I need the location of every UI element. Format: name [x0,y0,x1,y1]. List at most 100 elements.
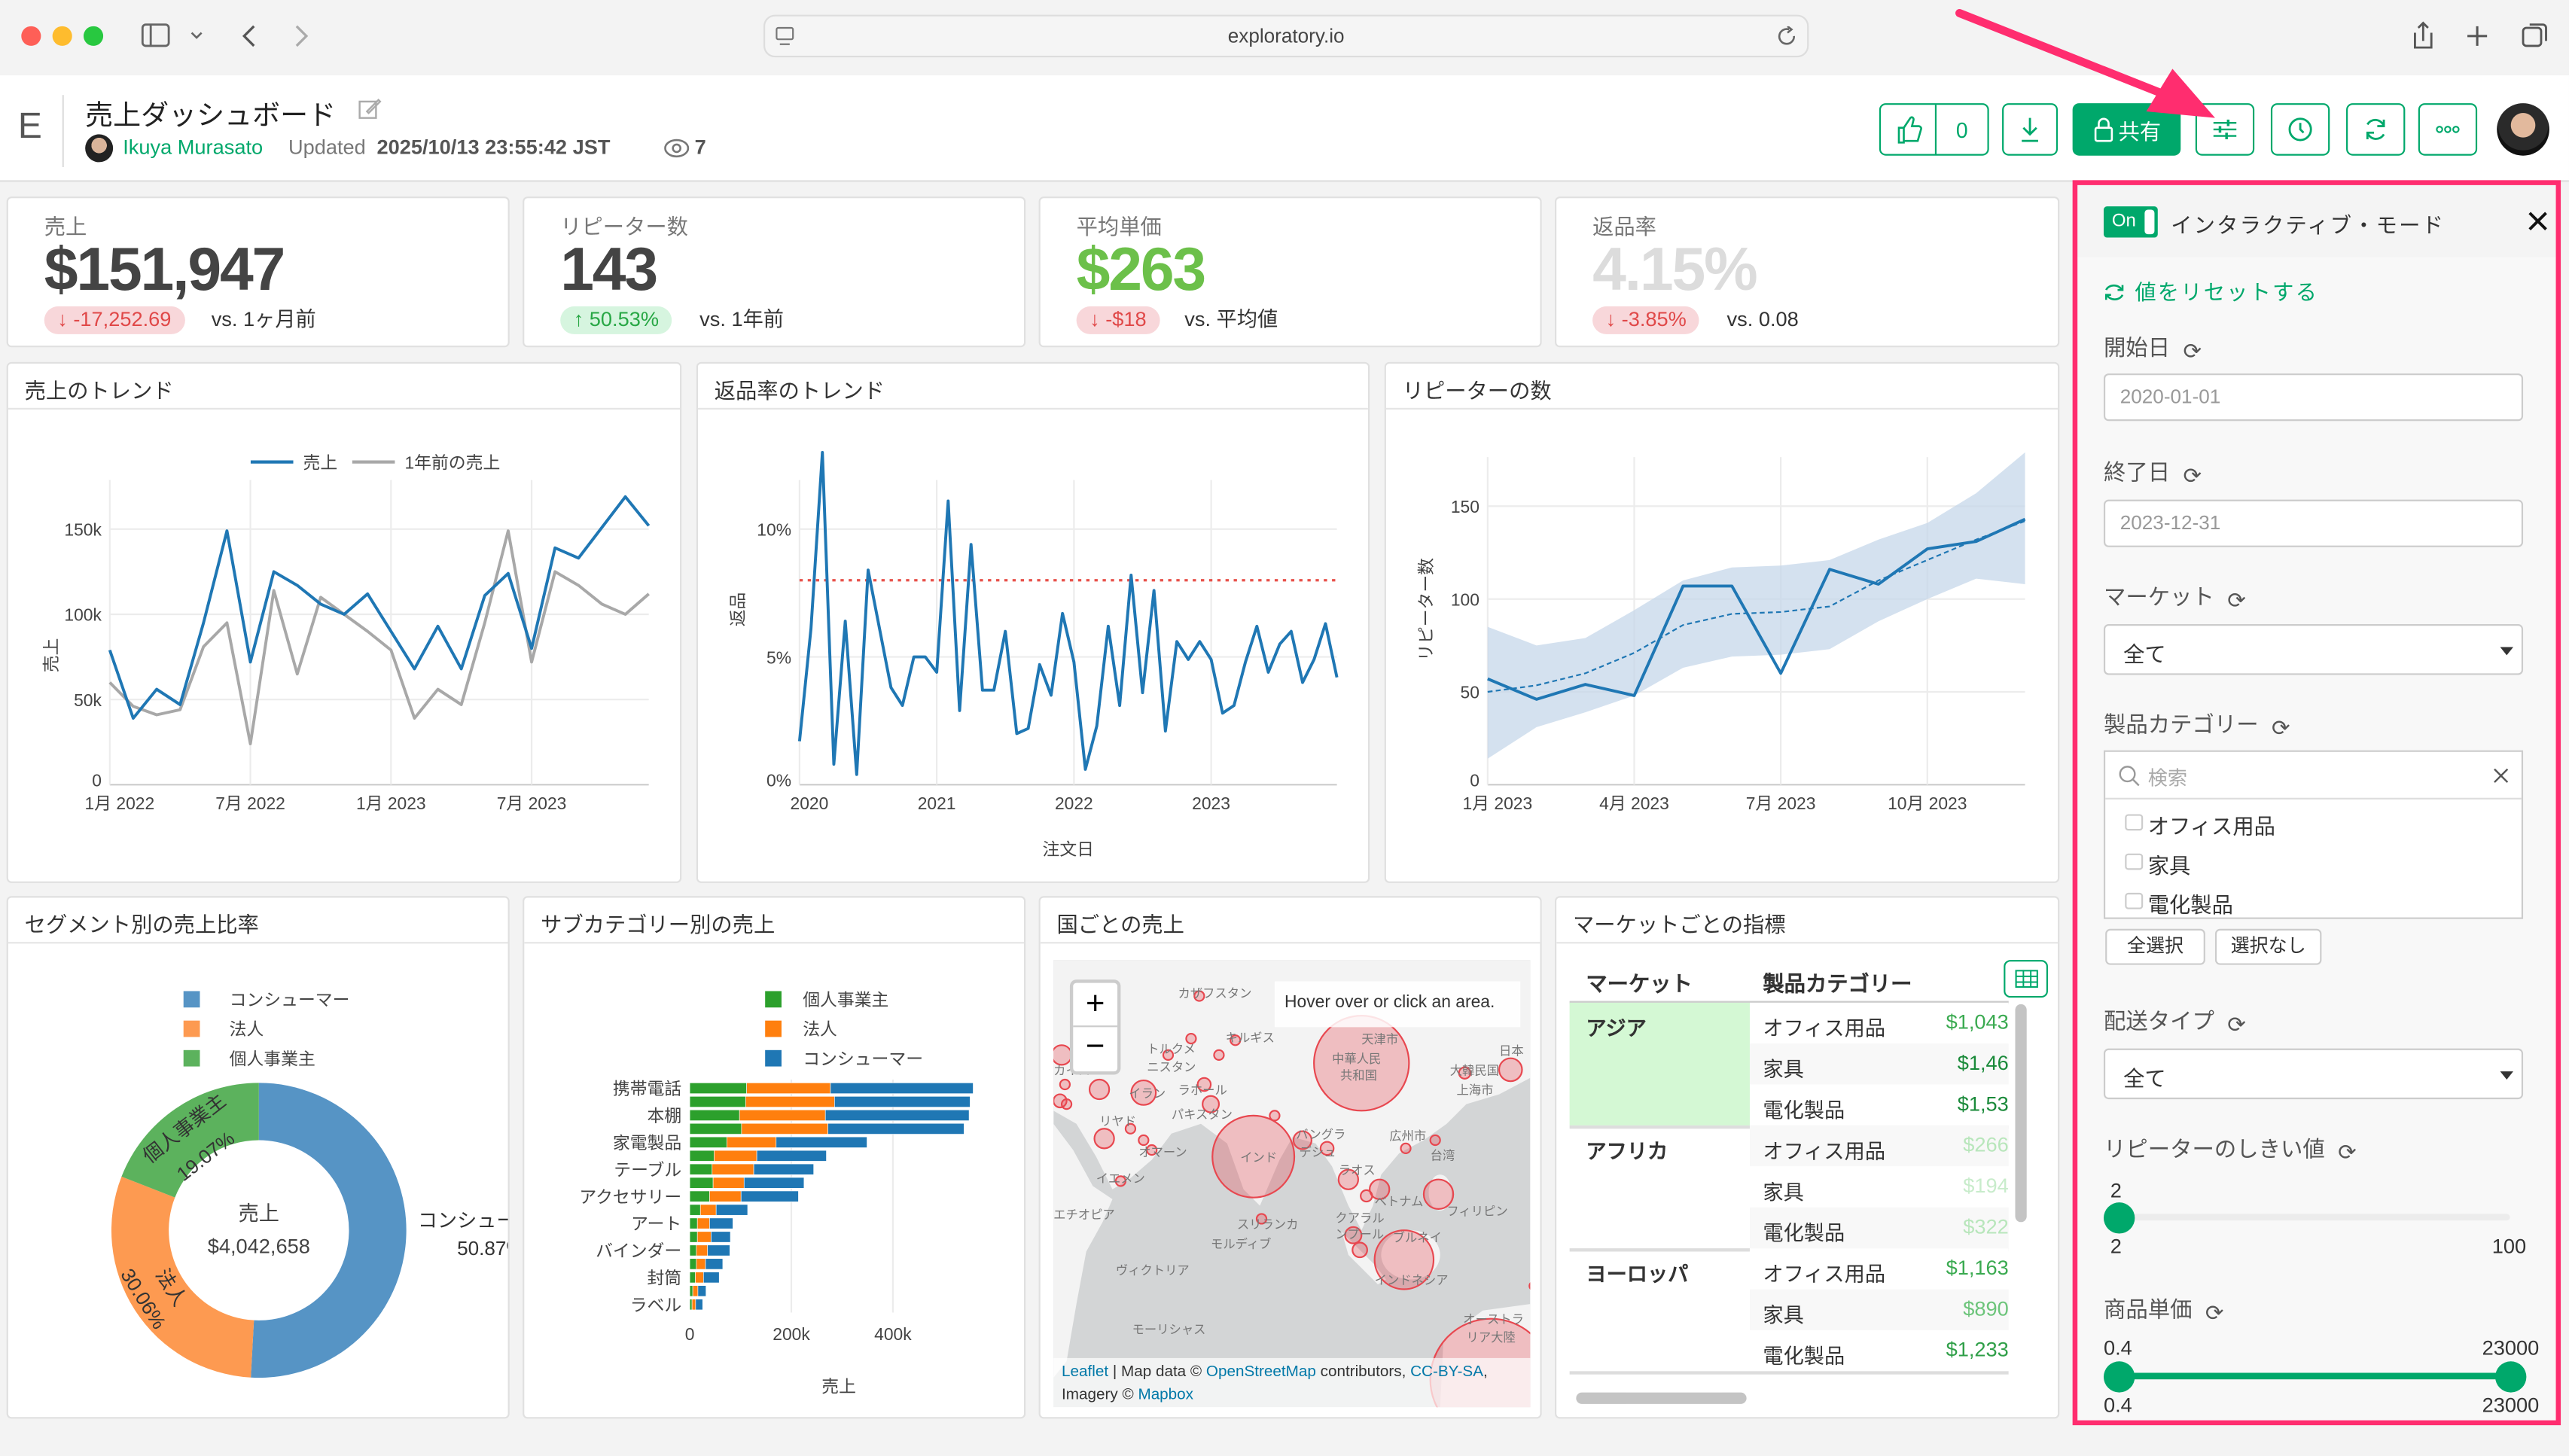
land-philippines [1428,1174,1452,1211]
maximize-window-button[interactable] [83,26,104,46]
price-slider-high-handle[interactable] [2495,1361,2527,1393]
table-row[interactable]: オフィス用品 $1,043 [1749,1002,2009,1044]
share-icon[interactable] [2410,21,2436,50]
clear-icon[interactable] [2494,768,2509,784]
history-button[interactable] [2270,103,2330,156]
bar-segment [699,1204,717,1216]
reset-icon[interactable]: ⟳ [2272,715,2290,741]
back-icon[interactable] [239,23,259,49]
reset-icon[interactable]: ⟳ [2338,1140,2357,1165]
checkbox-furniture[interactable] [2125,853,2144,870]
market-select[interactable]: 全て [2103,624,2524,675]
table-row[interactable]: 家具 $890 [1749,1289,2009,1330]
category-search-input[interactable]: 検索 [2105,752,2522,800]
interactive-mode-button[interactable] [2195,103,2255,156]
share-button[interactable]: 共有 [2072,103,2181,156]
table-row[interactable]: 電化製品 $1,53 [1749,1084,2009,1126]
zoom-in-button[interactable]: + [1073,983,1118,1028]
table-row[interactable]: 家具 $194 [1749,1166,2009,1208]
reset-icon[interactable]: ⟳ [2227,1012,2246,1037]
data-point [1059,609,1067,617]
new-tab-icon[interactable] [2466,25,2488,47]
y-tick-label: アクセサリー [579,1187,681,1207]
category-option[interactable]: 電化製品 [2147,892,2233,918]
table-view-button[interactable] [2004,960,2049,998]
category-cell: 電化製品 [1763,1345,1845,1368]
vertical-scrollbar[interactable] [2015,1004,2027,1223]
market-cell[interactable]: アジア [1586,1017,1647,1040]
reset-icon[interactable]: ⟳ [2183,339,2202,364]
table-row[interactable]: 電化製品 $322 [1749,1207,2009,1249]
close-icon[interactable] [2528,212,2548,231]
interactive-mode-toggle[interactable]: On [2103,206,2158,238]
category-option[interactable]: オフィス用品 [2147,814,2275,839]
bar-segment [695,1299,703,1311]
reset-values-link[interactable]: 値をリセットする [2104,276,2318,306]
ship-type-select[interactable]: 全て [2103,1048,2524,1100]
confidence-band [1487,452,2025,759]
category-cell: 家具 [1763,1058,1804,1082]
like-button[interactable]: 0 [1879,103,1989,156]
table-row[interactable]: オフィス用品 $1,163 [1749,1248,2009,1290]
data-point [1081,765,1089,773]
table-row[interactable]: 家具 $1,46 [1749,1043,2009,1085]
reset-icon[interactable]: ⟳ [2205,1300,2224,1326]
zoom-out-button[interactable]: − [1085,1028,1105,1065]
app-logo[interactable]: E [17,105,42,146]
reload-icon[interactable] [1778,26,1797,47]
checkbox-office[interactable] [2125,814,2144,831]
price-slider-low-handle[interactable] [2103,1361,2135,1393]
more-button[interactable] [2418,103,2478,156]
column-header-category[interactable]: 製品カテゴリー [1763,971,1912,997]
download-button[interactable] [2002,103,2059,156]
reset-icon[interactable]: ⟳ [2183,463,2202,489]
market-cell[interactable]: ヨーロッパ [1586,1263,1689,1287]
lock-icon [2094,117,2113,142]
license-link[interactable]: CC-BY-SA [1410,1363,1484,1381]
market-cell[interactable]: アフリカ [1586,1140,1668,1163]
user-avatar[interactable] [2497,103,2549,156]
card-title: 売上のトレンド [8,364,681,410]
country-bubble [1422,1178,1455,1210]
map-place-label: モルディブ [1211,1237,1271,1251]
refresh-button[interactable] [2346,103,2406,156]
osm-link[interactable]: OpenStreetMap [1205,1363,1316,1381]
horizontal-scrollbar[interactable] [1576,1392,1747,1404]
forward-icon[interactable] [291,23,311,49]
reset-icon[interactable]: ⟳ [2227,588,2246,613]
bar-segment [697,1285,707,1297]
edit-icon[interactable] [357,96,382,121]
column-header-market[interactable]: マーケット [1586,971,1693,997]
table-row[interactable]: オフィス用品 $266 [1749,1125,2009,1167]
select-all-button[interactable]: 全選択 [2105,928,2205,965]
price-slider-range[interactable] [2118,1372,2512,1380]
segment-donut-chart[interactable]: コンシューマー法人個人事業主コンシューマー50.87%法人30.06%個人事業主… [8,897,510,1418]
select-none-button[interactable]: 選択なし [2214,928,2322,965]
repeater-slider-track[interactable] [2113,1214,2510,1221]
minimize-window-button[interactable] [52,26,72,46]
repeater-slider-handle[interactable] [2103,1202,2135,1234]
end-date-input[interactable]: 2023-12-31 [2103,499,2524,547]
table-row[interactable]: 電化製品 $1,233 [1749,1330,2009,1372]
author-link[interactable]: Ikuya Murasato [123,136,264,160]
category-option[interactable]: 家具 [2147,853,2191,879]
address-bar[interactable]: exploratory.io [763,14,1809,58]
tab-overview-icon[interactable] [2522,21,2549,49]
close-window-button[interactable] [21,26,41,46]
checkbox-electronics[interactable] [2125,892,2144,909]
start-date-input[interactable]: 2020-01-01 [2103,373,2524,422]
sidebar-toggle-icon[interactable] [141,23,206,49]
map-place-label: バングラ [1296,1128,1345,1141]
data-point [434,622,442,630]
mapbox-link[interactable]: Mapbox [1138,1385,1194,1404]
data-point [2021,515,2029,523]
data-point [129,714,137,723]
sales-trend-chart[interactable]: 0 50k 100k 150k 1月 2022 7月 2022 1月 2023 7月 2023… [8,364,681,883]
x-axis-title: 売上 [821,1377,856,1397]
author-avatar[interactable] [85,134,114,163]
leaflet-link[interactable]: Leaflet [1062,1363,1109,1381]
